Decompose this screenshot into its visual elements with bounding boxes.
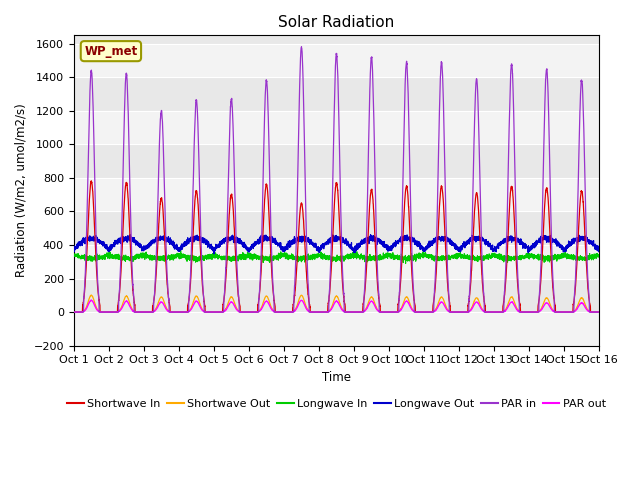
Legend: Shortwave In, Shortwave Out, Longwave In, Longwave Out, PAR in, PAR out: Shortwave In, Shortwave Out, Longwave In… xyxy=(63,395,611,413)
Bar xyxy=(74,44,599,77)
Bar xyxy=(74,178,599,211)
X-axis label: Time: Time xyxy=(322,371,351,384)
Text: WP_met: WP_met xyxy=(84,45,138,58)
Bar xyxy=(74,312,599,346)
Bar xyxy=(74,111,599,144)
Bar xyxy=(74,245,599,278)
Y-axis label: Radiation (W/m2, umol/m2/s): Radiation (W/m2, umol/m2/s) xyxy=(15,104,28,277)
Title: Solar Radiation: Solar Radiation xyxy=(278,15,395,30)
